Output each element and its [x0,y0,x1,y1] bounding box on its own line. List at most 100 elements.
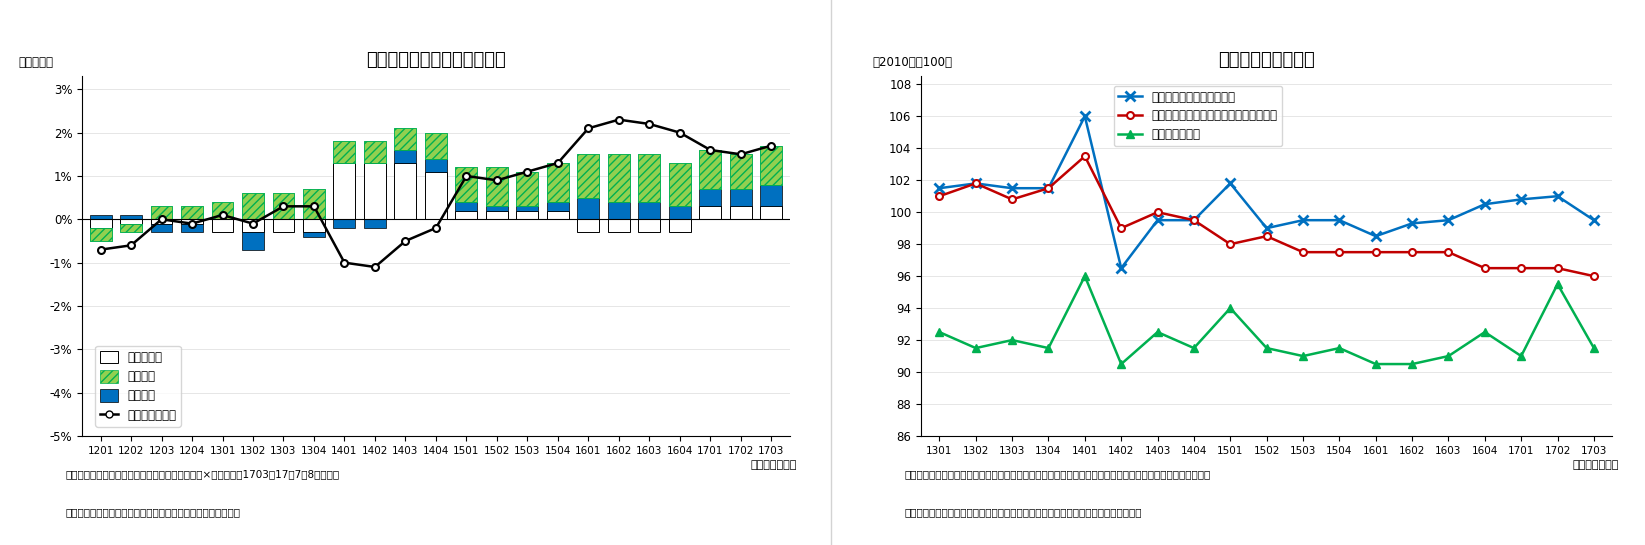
Bar [303,189,326,219]
Bar [273,219,294,232]
小売業販売額指数（実質） [1402,220,1421,227]
Bar [517,172,538,207]
消費財出荷指数 [1148,329,1168,335]
Bar [242,193,263,219]
Bar [670,163,691,207]
Bar [181,223,202,232]
家計調査・消費水準指数（除く住居等） [1476,265,1495,271]
Bar [89,215,112,219]
Bar [546,163,569,202]
Bar [517,172,538,207]
Bar [120,219,141,223]
Bar [303,232,326,237]
家計調査・消費水準指数（除く住居等） [1112,225,1132,232]
小売業販売額指数（実質） [1439,217,1459,223]
小売業販売額指数（実質） [1184,217,1204,223]
Bar [517,207,538,211]
消費財出荷指数 [1112,361,1132,367]
Legend: 小売業販売額指数（実質）, 家計調査・消費水準指数（除く住居等）, 消費財出荷指数: 小売業販売額指数（実質）, 家計調査・消費水準指数（除く住居等）, 消費財出荷指… [1114,86,1281,146]
実質雇用者所得 [548,160,568,166]
Bar [485,167,508,207]
家計調査・消費水準指数（除く住居等） [1038,185,1058,191]
Bar [424,132,447,159]
Bar [395,128,416,150]
Bar [609,154,630,202]
実質雇用者所得 [334,259,354,266]
Bar [303,219,326,232]
消費財出荷指数 [1512,353,1531,359]
小売業販売額指数（実質） [1221,180,1240,187]
Text: （資料）総務省統計局「家計調査」、経済産業省「商業動態統計」、「鉱工業指数」: （資料）総務省統計局「家計調査」、経済産業省「商業動態統計」、「鉱工業指数」 [905,507,1142,517]
家計調査・消費水準指数（除く住居等） [1221,241,1240,247]
Bar [670,219,691,232]
実質雇用者所得 [273,203,293,210]
消費財出荷指数 [1402,361,1421,367]
Bar [699,207,721,219]
Text: （注）実質雇用者所得＝実質賃金（一人当たり）×雇用者数。1703は17年7、8月の平均: （注）実質雇用者所得＝実質賃金（一人当たり）×雇用者数。1703は17年7、8月… [66,469,341,479]
Bar [151,207,173,219]
消費財出荷指数 [966,345,985,352]
小売業販売額指数（実質） [1002,185,1022,191]
消費財出荷指数 [1074,273,1094,280]
Bar [334,219,355,228]
Bar [242,193,263,219]
実質雇用者所得 [701,147,721,153]
Bar [517,211,538,219]
実質雇用者所得 [122,242,141,249]
家計調査・消費水準指数（除く住居等） [966,180,985,187]
Line: 家計調査・消費水準指数（除く住居等）: 家計調査・消費水準指数（除く住居等） [936,153,1597,280]
実質雇用者所得 [487,177,507,184]
Bar [485,211,508,219]
Bar [760,146,783,185]
小売業販売額指数（実質） [1293,217,1313,223]
消費財出荷指数 [1184,345,1204,352]
実質雇用者所得 [183,220,202,227]
消費財出荷指数 [1476,329,1495,335]
消費財出荷指数 [1038,345,1058,352]
小売業販売額指数（実質） [966,180,985,187]
Bar [730,154,752,189]
Bar [151,223,173,232]
Bar [638,154,660,202]
Bar [424,132,447,159]
Bar [364,219,387,228]
Bar [609,154,630,202]
Bar [485,207,508,211]
実質雇用者所得 [670,129,689,136]
Bar [577,154,599,198]
Bar [699,150,721,189]
Bar [456,211,477,219]
Line: 消費財出荷指数: 消費財出荷指数 [936,272,1597,368]
Title: 実質雇用者所得の伸びは鈍化: 実質雇用者所得の伸びは鈍化 [367,51,505,69]
家計調査・消費水準指数（除く住居等） [1548,265,1568,271]
Bar [364,141,387,163]
Bar [395,128,416,150]
Bar [151,219,173,223]
Bar [334,141,355,163]
実質雇用者所得 [579,125,599,131]
Text: （2010年＝100）: （2010年＝100） [873,56,952,69]
Bar [89,228,112,241]
実質雇用者所得 [426,225,446,231]
家計調査・消費水準指数（除く住居等） [929,193,949,199]
Bar [546,211,569,219]
消費財出荷指数 [1365,361,1385,367]
Bar [212,202,234,219]
小売業販売額指数（実質） [1038,185,1058,191]
Bar [181,207,202,219]
Bar [395,150,416,163]
家計調査・消費水準指数（除く住居等） [1148,209,1168,215]
Title: 消費関連指標の推移: 消費関連指標の推移 [1219,51,1314,69]
消費財出荷指数 [1257,345,1277,352]
家計調査・消費水準指数（除く住居等） [1257,233,1277,239]
Bar [364,141,387,163]
Bar [334,163,355,219]
Bar [456,167,477,202]
Bar [577,198,599,219]
Bar [730,189,752,207]
消費財出荷指数 [929,329,949,335]
Bar [212,219,234,232]
家計調査・消費水準指数（除く住居等） [1293,249,1313,256]
実質雇用者所得 [151,216,171,222]
消費財出荷指数 [1439,353,1459,359]
